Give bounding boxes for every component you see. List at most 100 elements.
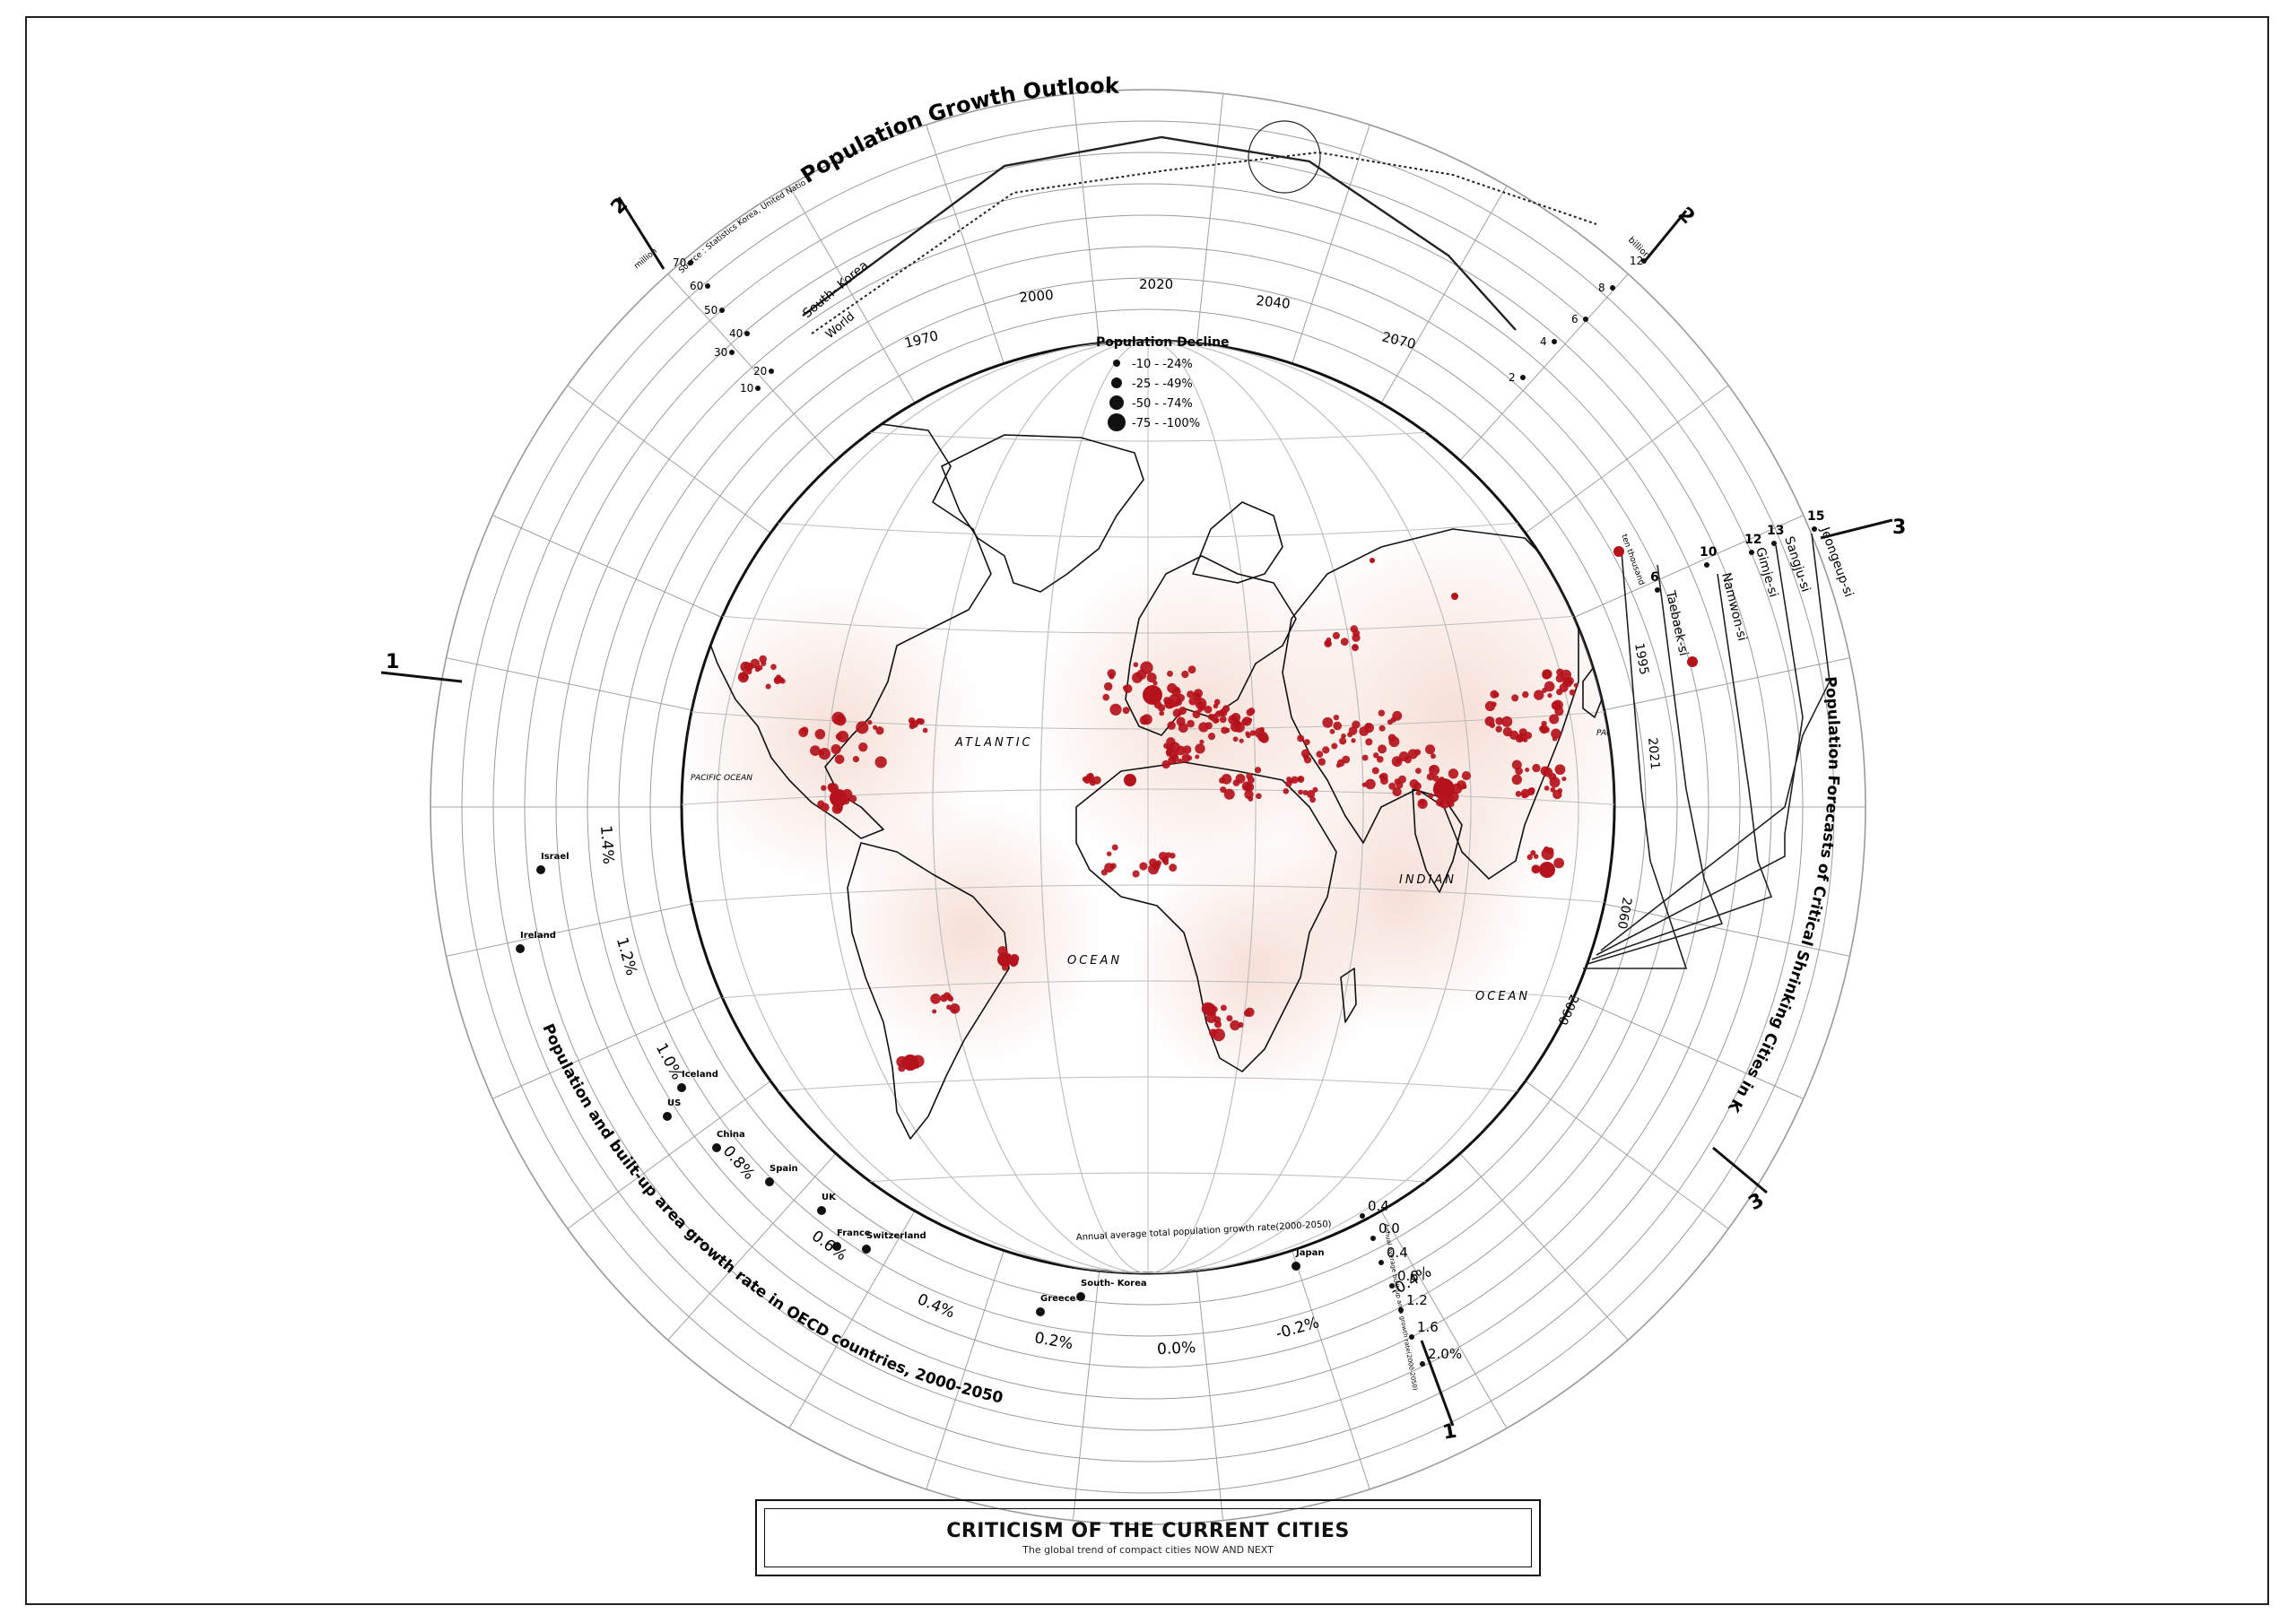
korea-city-label: Taebaek-si <box>1663 589 1691 658</box>
decline-dot <box>1283 788 1290 794</box>
decline-dot <box>1550 786 1556 793</box>
decline-dot <box>1187 690 1195 699</box>
decline-dot <box>1533 854 1539 859</box>
decline-dot <box>737 672 749 683</box>
decline-dot <box>1187 755 1193 760</box>
decline-dot <box>1232 779 1240 786</box>
decline-dot <box>867 719 873 725</box>
decline-dot <box>1167 721 1176 730</box>
decline-dot <box>770 664 777 671</box>
decline-dot <box>1553 857 1565 869</box>
decline-dot <box>1378 744 1387 754</box>
decline-dot <box>1245 1007 1255 1018</box>
population-decline-legend: Population Decline -10 - -24% -25 - -49%… <box>1096 335 1230 431</box>
oecd-right-tick-dot <box>1360 1213 1365 1219</box>
decline-dot <box>1361 754 1369 761</box>
decline-dot <box>1192 710 1201 719</box>
decline-dot <box>1298 789 1303 795</box>
decline-dot-large <box>1433 778 1455 800</box>
spoke <box>788 1211 916 1429</box>
decline-dot <box>1178 723 1188 733</box>
oecd-country-label: Japan <box>1295 1248 1325 1258</box>
decline-dot <box>1011 954 1018 962</box>
decline-dot <box>1541 847 1554 861</box>
africa-shape <box>1075 761 1337 1072</box>
legend-item-4: -75 - -100% <box>1132 417 1200 430</box>
decline-dot <box>1394 778 1401 785</box>
decline-dot-large <box>1539 862 1555 878</box>
decline-dot <box>1376 755 1384 763</box>
decline-dot <box>1249 730 1257 736</box>
oecd-axis-label: -0.2% <box>1274 1314 1321 1343</box>
decline-dot <box>1365 723 1371 729</box>
oecd-country-label: Iceland <box>682 1070 718 1080</box>
decline-dot <box>1161 759 1170 769</box>
decline-dots <box>737 625 1578 1072</box>
world-line <box>811 151 1597 334</box>
decline-dot <box>820 803 830 812</box>
decline-dot <box>930 994 941 1004</box>
decline-dot <box>1083 776 1091 784</box>
decline-dot <box>1554 764 1566 776</box>
decline-dot <box>1493 691 1500 698</box>
decline-dot <box>1502 726 1513 737</box>
meridian <box>932 341 1364 1273</box>
decline-dot <box>1139 862 1148 871</box>
decline-dot <box>1531 864 1541 874</box>
decline-dot <box>1331 742 1338 750</box>
decline-dot <box>1326 637 1332 643</box>
decline-dot <box>1431 753 1436 759</box>
decline-dot <box>1556 668 1564 676</box>
decline-dot <box>834 714 847 726</box>
growth-heading: Population Growth Outlook <box>796 74 1120 188</box>
decline-dot <box>1207 733 1216 741</box>
korea-tick-label: 13 <box>1767 524 1784 538</box>
page-title: CRITICISM OF THE CURRENT CITIES <box>946 1520 1350 1542</box>
oecd-country-dot <box>1076 1292 1085 1301</box>
title-inner: CRITICISM OF THE CURRENT CITIES The glob… <box>764 1508 1532 1567</box>
decline-dot-large <box>902 1055 918 1071</box>
decline-dot <box>821 785 827 791</box>
decline-dot <box>1495 716 1504 725</box>
oecd-axis-label: 0.0% <box>1157 1339 1196 1358</box>
parallel <box>682 1076 1614 1104</box>
oecd-right-tick-dot <box>1409 1334 1414 1340</box>
page-frame <box>25 16 2269 1605</box>
oecd-country-label: Spain <box>770 1164 798 1174</box>
decline-dot <box>1549 714 1560 725</box>
spoke <box>567 1081 771 1229</box>
section-marker-line <box>617 196 665 270</box>
decline-dot <box>1230 1020 1240 1031</box>
decline-dot <box>1525 767 1530 773</box>
decline-dot <box>1254 727 1265 739</box>
decline-dot <box>1159 710 1165 716</box>
right-tick-label: 8 <box>1598 282 1605 294</box>
korea-tick-dot <box>1749 550 1754 555</box>
decline-dot <box>1425 744 1436 755</box>
radial-grid <box>430 93 1866 1521</box>
decline-dot <box>1542 669 1552 680</box>
decline-dot <box>1165 852 1172 858</box>
decline-dot <box>1429 764 1440 776</box>
decline-dot <box>1522 690 1529 699</box>
decline-dot <box>1232 736 1239 742</box>
decline-dot <box>1106 851 1112 856</box>
decline-dot <box>1181 753 1191 763</box>
decline-dot <box>1226 1015 1233 1022</box>
decline-dot <box>1351 738 1356 743</box>
decline-dot <box>831 743 841 755</box>
decline-dot <box>849 794 857 803</box>
decline-dot <box>858 742 868 752</box>
decline-dot <box>1532 763 1541 773</box>
spoke <box>926 125 1004 364</box>
decline-dot <box>1303 756 1312 764</box>
spoke <box>1292 125 1370 364</box>
decline-dot <box>952 1008 957 1013</box>
right-tick-label: 2 <box>1509 371 1516 384</box>
greenland-shape <box>941 434 1144 593</box>
decline-dot <box>1210 1010 1216 1016</box>
decline-dot <box>1511 694 1519 702</box>
decline-dot <box>750 658 761 669</box>
right-tick-label: 4 <box>1540 335 1547 348</box>
